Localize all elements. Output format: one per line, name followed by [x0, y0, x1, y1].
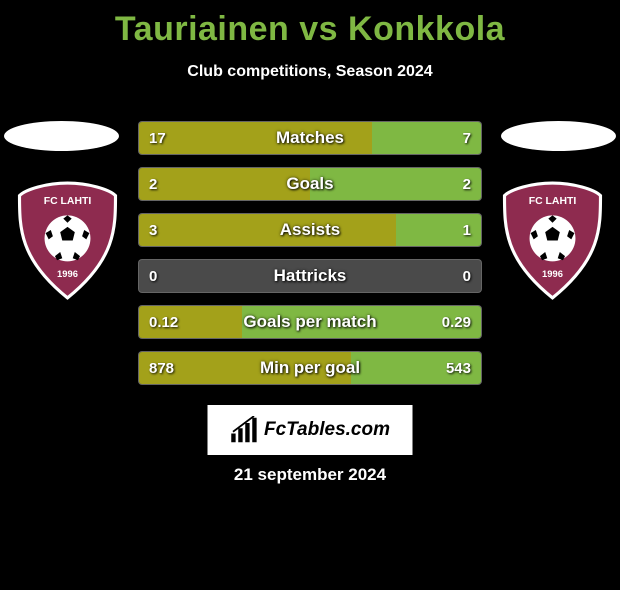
svg-text:1996: 1996 [542, 268, 563, 279]
stat-row: Matches177 [138, 121, 482, 155]
stat-bar-right [351, 352, 481, 384]
stat-bar-right [310, 168, 481, 200]
club-crest-right: FC LAHTI 1996 [500, 181, 605, 301]
snapshot-date: 21 september 2024 [0, 465, 620, 485]
stat-row: Goals22 [138, 167, 482, 201]
stat-label: Hattricks [139, 260, 481, 292]
chart-icon [230, 416, 258, 444]
stats-zone: FC LAHTI 1996 FC LAHTI 1996 Matches177 Go… [0, 121, 620, 381]
stat-bar-right [242, 306, 481, 338]
player-ellipse-left [4, 121, 119, 151]
comparison-title: Tauriainen vs Konkkola [0, 10, 620, 49]
stat-row: Min per goal878543 [138, 351, 482, 385]
stat-bar-right [372, 122, 481, 154]
svg-text:FC LAHTI: FC LAHTI [529, 196, 577, 207]
svg-text:1996: 1996 [57, 268, 78, 279]
watermark-text: FcTables.com [264, 419, 390, 441]
club-crest-left: FC LAHTI 1996 [15, 181, 120, 301]
watermark-badge: FcTables.com [208, 405, 413, 455]
stat-row: Hattricks0 0 [138, 259, 482, 293]
stat-rows: Matches177 Goals22 Assists31 Hattricks0 0 Goa… [138, 121, 482, 397]
stat-bar-left [139, 168, 310, 200]
stat-bar-left [139, 122, 372, 154]
player-ellipse-right [501, 121, 616, 151]
svg-text:FC LAHTI: FC LAHTI [44, 196, 92, 207]
stat-value-left: 0 [149, 260, 157, 292]
stat-row: Goals per match0.120.29 [138, 305, 482, 339]
stat-bar-left [139, 214, 396, 246]
stat-bar-right [396, 214, 482, 246]
stat-bar-left [139, 306, 242, 338]
stat-row: Assists31 [138, 213, 482, 247]
comparison-subtitle: Club competitions, Season 2024 [0, 63, 620, 81]
stat-bar-left [139, 352, 351, 384]
stat-value-right: 0 [463, 260, 471, 292]
